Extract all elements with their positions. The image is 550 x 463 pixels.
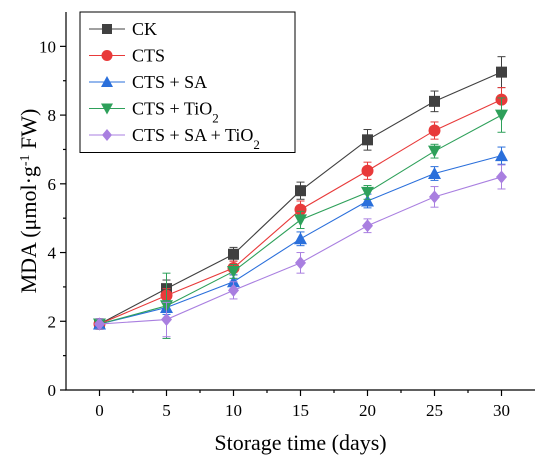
point-4-0 [94,317,105,331]
legend-label-main-0: CK [132,19,157,39]
legend-label-4: CTS + SA + TiO2 [132,125,260,152]
legend-marker-3 [101,103,113,115]
point-2-3 [294,232,307,245]
point-4-3 [295,256,306,270]
point-2-5 [428,167,441,180]
point-4-5 [429,190,440,204]
point-4-1 [161,313,172,327]
legend-label-main-4: CTS + SA + TiO [132,125,253,145]
point-4-4 [362,219,373,233]
x-tick-label-4: 20 [359,401,376,420]
legend-marker-2 [101,76,113,87]
series-4 [94,164,507,338]
point-3-4 [361,186,374,199]
legend-marker-4 [102,129,112,141]
y-axis-title: MDA (μmol·g-1 FW) [16,109,41,294]
y-tick-label-5: 10 [39,37,56,56]
y-tick-label-4: 8 [48,106,57,125]
point-1-4 [361,164,374,177]
legend-label-sub-3: 2 [212,110,219,125]
legend-label-0: CK [132,19,157,39]
point-1-5 [428,124,441,137]
y-tick-label-3: 6 [48,175,57,194]
x-tick-label-2: 10 [225,401,242,420]
legend-label-main-3: CTS + TiO [132,99,212,119]
plot-area [93,56,508,339]
point-3-5 [428,145,441,158]
point-2-6 [495,149,508,162]
point-0-5 [429,95,440,107]
point-4-2 [228,283,239,297]
x-tick-label-1: 5 [162,401,171,420]
legend-marker-0 [102,24,112,34]
point-4-6 [496,170,507,184]
legend-marker-1 [101,50,113,61]
point-2-4 [361,194,374,207]
x-tick-label-6: 30 [493,401,510,420]
x-axis-title: Storage time (days) [214,430,386,455]
point-0-3 [295,185,306,197]
series-0 [94,56,507,330]
x-tick-label-5: 25 [426,401,443,420]
point-0-6 [496,66,507,78]
point-3-6 [495,109,508,122]
point-3-2 [227,265,240,278]
series-2 [93,146,508,330]
y-axis-title-main: MDA (μmol·g [16,166,41,293]
legend-label-3: CTS + TiO2 [132,99,219,126]
legend-label-main-2: CTS + SA [132,72,207,92]
y-tick-label-0: 0 [48,381,57,400]
point-0-2 [228,248,239,260]
legend-label-2: CTS + SA [132,72,207,92]
x-tick-label-0: 0 [95,401,104,420]
point-1-3 [294,203,307,216]
x-tick-label-3: 15 [292,401,309,420]
y-axis-title-superscript: -1 [18,154,33,166]
legend-label-main-1: CTS [132,46,165,66]
legend-label-sub-4: 2 [253,137,260,152]
point-3-3 [294,214,307,227]
y-tick-label-1: 2 [48,312,57,331]
y-axis-title-tail: FW) [16,109,41,155]
y-tick-label-2: 4 [48,244,57,263]
axes: 0 2 4 6 8 10 0 5 10 15 20 25 30 [39,12,535,420]
point-0-4 [362,134,373,146]
legend-label-1: CTS [132,46,165,66]
